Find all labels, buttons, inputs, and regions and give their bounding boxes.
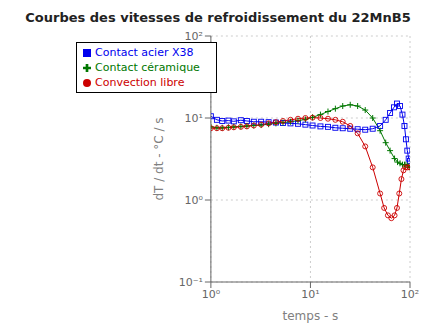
svg-text:temps - s: temps - s [283,309,339,323]
html-text:Convection libre: Convection libre [95,76,185,89]
svg-text:10⁻¹: 10⁻¹ [179,276,203,289]
svg-text:10⁰: 10⁰ [184,194,203,207]
svg-text:dT / dt - °C / s: dT / dt - °C / s [152,117,166,200]
svg-text:10⁰: 10⁰ [202,288,221,301]
html-text:Courbes des vitesses de refroi: Courbes des vitesses de refroidissement … [25,10,411,25]
html-text:Contact acier X38: Contact acier X38 [95,46,194,59]
svg-text:10¹: 10¹ [301,288,319,301]
svg-text:10²: 10² [184,30,202,43]
html-text:Contact céramique: Contact céramique [95,61,200,74]
svg-text:10²: 10² [401,288,419,301]
svg-text:10¹: 10¹ [184,112,202,125]
